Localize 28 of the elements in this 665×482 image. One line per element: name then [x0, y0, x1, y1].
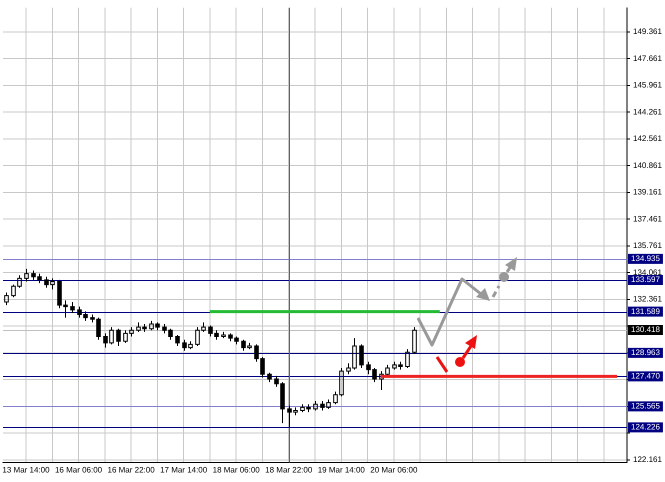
- y-tick-label: 134.061: [633, 268, 662, 277]
- ref-line-label: 127.470: [631, 372, 660, 381]
- x-tick-label: 18 Mar 06:00: [212, 465, 260, 474]
- ref-line-label: 131.589: [631, 306, 660, 316]
- y-tick-label: 132.361: [633, 294, 662, 304]
- ref-line-label: 133.597: [631, 275, 660, 284]
- ref-line-label: 128.963: [631, 348, 660, 358]
- y-tick-label: 142.561: [633, 134, 662, 144]
- y-tick-label: 137.461: [633, 214, 662, 224]
- ref-line-label: 130.418: [631, 325, 660, 334]
- y-tick-label: 144.261: [633, 107, 662, 116]
- y-tick-label: 122.161: [633, 455, 662, 464]
- y-tick-label: 147.661: [633, 54, 662, 63]
- x-tick-label: 19 Mar 14:00: [318, 465, 366, 474]
- x-tick-label: 13 Mar 14:00: [2, 465, 50, 474]
- y-tick-label: 135.761: [633, 241, 662, 250]
- y-tick-label: 139.161: [633, 188, 662, 197]
- y-tick-label: 145.961: [633, 80, 662, 90]
- ref-line-label: 134.935: [631, 254, 660, 264]
- x-tick-label: 20 Mar 06:00: [370, 465, 418, 474]
- y-tick-label: 149.361: [633, 27, 662, 36]
- ref-line-label: 124.226: [631, 422, 660, 432]
- x-tick-label: 17 Mar 14:00: [160, 465, 208, 474]
- ref-line-label: 125.565: [631, 402, 660, 411]
- y-tick-label: 140.861: [633, 160, 662, 170]
- x-tick-label: 16 Mar 06:00: [54, 465, 103, 474]
- x-tick-label: 18 Mar 22:00: [265, 465, 313, 474]
- x-tick-label: 16 Mar 22:00: [108, 465, 156, 474]
